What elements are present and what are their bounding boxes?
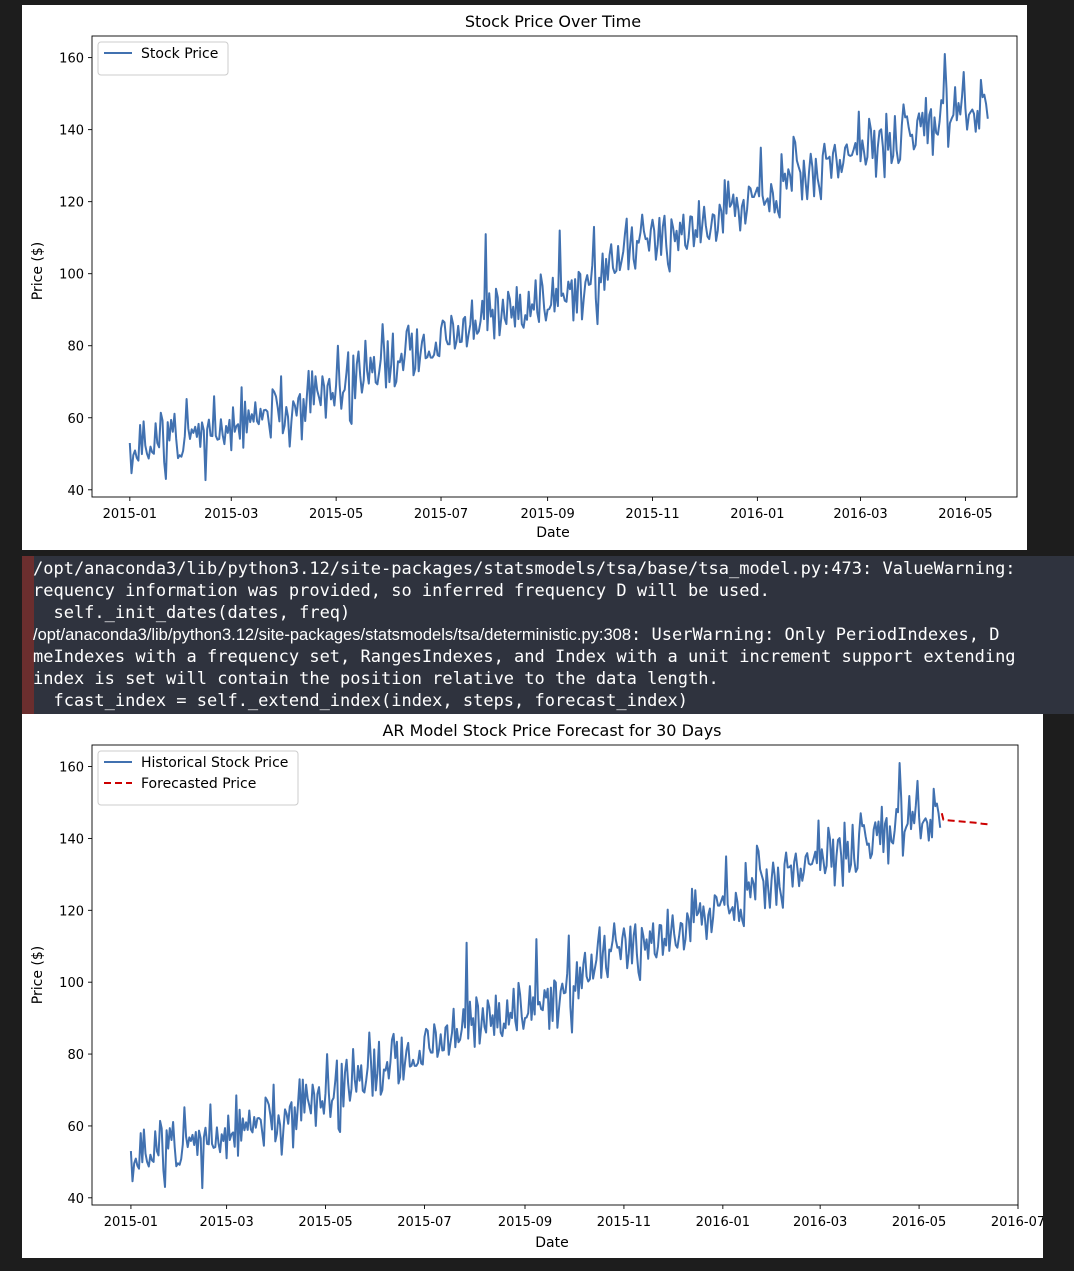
y-tick-label: 160	[59, 52, 84, 67]
stderr-indicator	[22, 556, 34, 714]
x-tick-label: 2015-11	[597, 1215, 651, 1230]
y-tick-label: 160	[59, 761, 84, 776]
legend-label: Historical Stock Price	[141, 755, 288, 771]
x-tick-label: 2016-03	[793, 1215, 847, 1230]
x-tick-label: 2015-03	[204, 507, 258, 522]
forecast-line	[940, 813, 989, 826]
x-tick-label: 2015-09	[520, 507, 574, 522]
y-tick-label: 120	[59, 904, 84, 919]
y-tick-label: 140	[59, 124, 84, 139]
y-tick-label: 100	[59, 268, 84, 283]
plot-frame	[91, 744, 1019, 1206]
x-tick-label: 2015-01	[104, 1215, 158, 1230]
legend: Stock Price	[97, 41, 229, 76]
y-axis-label: Price ($)	[30, 946, 46, 1004]
x-tick-label: 2015-09	[498, 1215, 552, 1230]
stock-price-chart-svg: Stock Price Over Time Date Price ($) 201…	[30, 12, 1018, 541]
x-tick-label: 2015-05	[309, 507, 363, 522]
console-line: /opt/anaconda3/lib/python3.12/site-packa…	[33, 624, 1026, 646]
legend-label: Forecasted Price	[141, 776, 256, 792]
plot-frame	[91, 35, 1018, 498]
x-tick-label: 2015-01	[103, 507, 157, 522]
chart-title: AR Model Stock Price Forecast for 30 Day…	[382, 721, 721, 740]
legend: Historical Stock Price Forecasted Price	[97, 750, 299, 806]
historical-line	[128, 53, 989, 482]
warning-text: /opt/anaconda3/lib/python3.12/site-packa…	[33, 558, 1026, 712]
console-line: fcast_index = self._extend_index(index, …	[33, 691, 689, 711]
y-tick-label: 120	[59, 196, 84, 211]
x-axis-label: Date	[536, 525, 569, 541]
forecast-chart: AR Model Stock Price Forecast for 30 Day…	[22, 714, 1043, 1258]
x-tick-label: 2016-05	[892, 1215, 946, 1230]
x-tick-label: 2016-01	[696, 1215, 750, 1230]
legend-box	[97, 41, 229, 76]
x-tick-label: 2015-05	[298, 1215, 352, 1230]
console-path: /opt/anaconda3/lib/python3.12/site-packa…	[33, 626, 632, 644]
x-tick-label: 2015-11	[625, 507, 679, 522]
x-tick-label: 2015-07	[397, 1215, 451, 1230]
legend-label: Stock Price	[141, 46, 218, 62]
y-tick-label: 80	[67, 340, 84, 355]
legend-box	[97, 750, 299, 806]
stock-price-chart: Stock Price Over Time Date Price ($) 201…	[22, 5, 1027, 550]
y-tick-label: 80	[67, 1048, 84, 1063]
x-axis-label: Date	[535, 1235, 568, 1251]
console-line: index is set will contain the position r…	[33, 669, 719, 689]
x-tick-label: 2015-07	[414, 507, 468, 522]
historical-line	[129, 762, 942, 1190]
y-tick-label: 40	[67, 484, 84, 499]
console-message: : UserWarning: Only PeriodIndexes, D	[631, 625, 1000, 645]
x-tick-label: 2016-07	[991, 1215, 1043, 1230]
y-tick-label: 60	[67, 1120, 84, 1135]
chart-title: Stock Price Over Time	[465, 12, 641, 31]
x-tick-label: 2016-05	[938, 507, 992, 522]
y-tick-label: 60	[67, 412, 84, 427]
forecast-chart-svg: AR Model Stock Price Forecast for 30 Day…	[30, 721, 1043, 1251]
x-tick-label: 2016-03	[833, 507, 887, 522]
y-axis-label: Price ($)	[30, 242, 46, 300]
x-tick-label: 2015-03	[199, 1215, 253, 1230]
y-tick-label: 140	[59, 832, 84, 847]
y-tick-label: 100	[59, 976, 84, 991]
console-output: /opt/anaconda3/lib/python3.12/site-packa…	[22, 556, 1074, 714]
y-tick-label: 40	[67, 1192, 84, 1207]
x-tick-label: 2016-01	[730, 507, 784, 522]
console-line: requency information was provided, so in…	[33, 581, 770, 601]
console-line: /opt/anaconda3/lib/python3.12/site-packa…	[33, 559, 1026, 579]
console-line: meIndexes with a frequency set, RangesIn…	[33, 647, 1016, 667]
console-line: self._init_dates(dates, freq)	[33, 603, 351, 623]
